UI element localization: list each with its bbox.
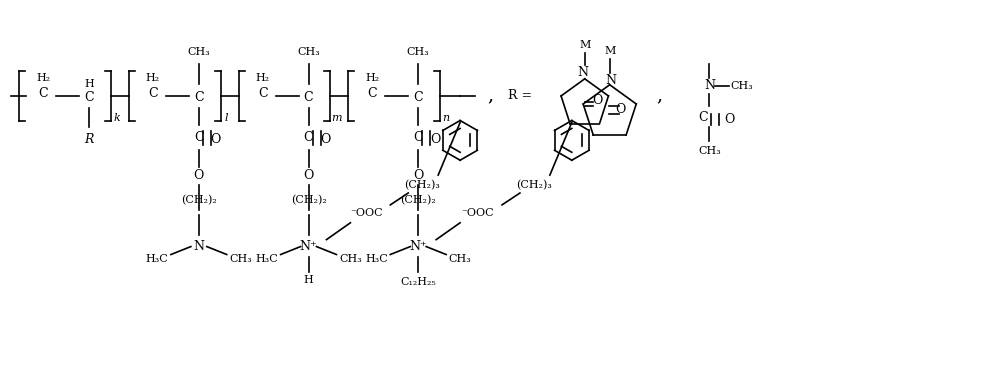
Text: CH₃: CH₃ <box>297 47 320 57</box>
Text: C: C <box>413 131 423 144</box>
Text: C: C <box>304 91 313 104</box>
Text: C: C <box>258 87 267 100</box>
Text: H₂: H₂ <box>146 73 160 83</box>
Text: N⁺: N⁺ <box>409 240 427 253</box>
Text: R: R <box>84 133 94 146</box>
Text: C: C <box>38 87 48 100</box>
Text: N: N <box>704 79 715 92</box>
Text: CH₃: CH₃ <box>187 47 210 57</box>
Text: CH₃: CH₃ <box>449 255 471 264</box>
Text: O: O <box>194 169 204 182</box>
Text: (CH₂)₂: (CH₂)₂ <box>181 195 217 205</box>
Text: H₂: H₂ <box>36 73 50 83</box>
Text: C: C <box>699 111 708 124</box>
Text: O: O <box>413 169 423 182</box>
Text: H₃C: H₃C <box>365 255 388 264</box>
Text: (CH₂)₃: (CH₂)₃ <box>404 180 440 190</box>
Text: CH₃: CH₃ <box>229 255 252 264</box>
Text: CH₃: CH₃ <box>698 146 721 156</box>
Text: m: m <box>331 112 342 122</box>
Text: M: M <box>604 46 615 56</box>
Text: N: N <box>577 66 588 79</box>
Text: O: O <box>211 133 221 146</box>
Text: C: C <box>368 87 377 100</box>
Text: C: C <box>148 87 158 100</box>
Text: CH₃: CH₃ <box>407 47 430 57</box>
Text: k: k <box>114 112 120 122</box>
Text: N: N <box>605 74 616 87</box>
Text: CH₃: CH₃ <box>730 81 753 91</box>
Text: C₁₂H₂₅: C₁₂H₂₅ <box>400 277 436 287</box>
Text: N: N <box>193 240 204 253</box>
Text: C: C <box>413 91 423 104</box>
Text: C: C <box>194 91 204 104</box>
Text: H₂: H₂ <box>256 73 270 83</box>
Text: N⁺: N⁺ <box>300 240 317 253</box>
Text: O: O <box>724 113 735 126</box>
Text: M: M <box>579 40 590 50</box>
Text: O: O <box>430 133 440 146</box>
Text: l: l <box>225 112 229 122</box>
Text: (CH₂)₂: (CH₂)₂ <box>400 195 436 205</box>
Text: n: n <box>443 112 450 122</box>
Text: H: H <box>84 79 94 89</box>
Text: R =: R = <box>508 89 532 102</box>
Text: C: C <box>84 91 94 104</box>
Text: H₃C: H₃C <box>146 255 168 264</box>
Text: ⁻OOC: ⁻OOC <box>462 208 494 218</box>
Text: (CH₂)₂: (CH₂)₂ <box>291 195 326 205</box>
Text: H₂: H₂ <box>365 73 379 83</box>
Text: (CH₂)₃: (CH₂)₃ <box>516 180 552 190</box>
Text: H: H <box>304 276 313 285</box>
Text: C: C <box>194 131 204 144</box>
Text: O: O <box>303 169 314 182</box>
Text: O: O <box>320 133 331 146</box>
Text: ⁻OOC: ⁻OOC <box>350 208 383 218</box>
Text: O: O <box>616 103 626 116</box>
Text: C: C <box>304 131 313 144</box>
Text: H₃C: H₃C <box>255 255 278 264</box>
Text: CH₃: CH₃ <box>339 255 362 264</box>
Text: ,: , <box>656 87 663 105</box>
Text: O: O <box>592 93 602 106</box>
Text: ,: , <box>487 87 493 105</box>
